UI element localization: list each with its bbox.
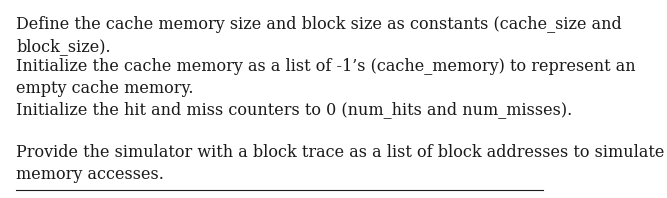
Text: Define the cache memory size and block size as constants (cache_size and
block_s: Define the cache memory size and block s… <box>17 16 622 55</box>
Text: Initialize the cache memory as a list of -1’s (cache_memory) to represent an
emp: Initialize the cache memory as a list of… <box>17 58 636 97</box>
Text: Provide the simulator with a block trace as a list of block addresses to simulat: Provide the simulator with a block trace… <box>17 144 665 183</box>
Text: Initialize the hit and miss counters to 0 (num_hits and num_misses).: Initialize the hit and miss counters to … <box>17 101 573 118</box>
